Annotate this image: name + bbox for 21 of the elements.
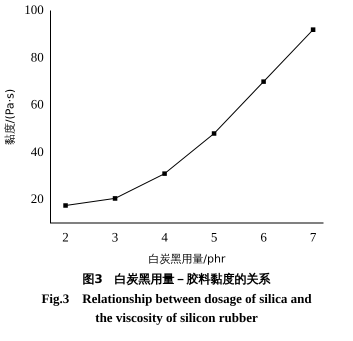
y-tick-label: 20 <box>30 191 44 206</box>
y-tick-label: 80 <box>30 49 44 64</box>
point <box>63 203 68 208</box>
y-tick-label: 100 <box>24 2 44 18</box>
point <box>310 27 316 32</box>
x-tick-label: 6 <box>260 229 268 244</box>
x-axis-title: 白炭黑用量/phr <box>148 252 226 266</box>
y-axis-title: 黏度/(Pa·s) <box>3 88 16 146</box>
point <box>112 196 118 201</box>
x-tick-label: 7 <box>310 229 317 244</box>
point <box>212 131 216 136</box>
text: Fig.3 Relationship between dosage of silica and the viscosity of silicon rubber <box>40 290 313 327</box>
x-tick-label: 2 <box>62 229 69 244</box>
x-tick-label: 5 <box>210 229 218 244</box>
y-tick-label: 40 <box>30 144 44 159</box>
point <box>261 79 266 84</box>
text: 图3 白炭黑用量－胶料黏度的关系 <box>81 271 272 288</box>
x-tick-label: 3 <box>112 229 118 244</box>
x-tick-label: 4 <box>161 229 168 244</box>
point <box>162 171 167 176</box>
y-tick-label: 60 <box>30 96 44 112</box>
